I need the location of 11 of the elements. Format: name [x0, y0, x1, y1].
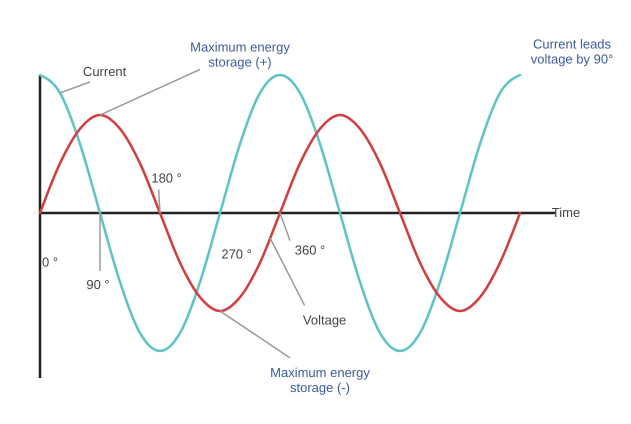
annotation: 180 ° [151, 170, 182, 186]
annotation: Voltage [302, 312, 346, 328]
x-axis-title: Time [552, 205, 580, 220]
text: Maximum energy storage (+) [190, 39, 290, 70]
annotation: 0 ° [42, 254, 58, 270]
text: Maximum energy storage (-) [270, 365, 370, 396]
annotation: 270 ° [221, 246, 252, 262]
annotation: Current [82, 64, 127, 80]
text: Current leads voltage by 90° [530, 36, 614, 67]
annotation: 90 ° [86, 276, 110, 292]
annotation: 360 ° [294, 242, 326, 258]
